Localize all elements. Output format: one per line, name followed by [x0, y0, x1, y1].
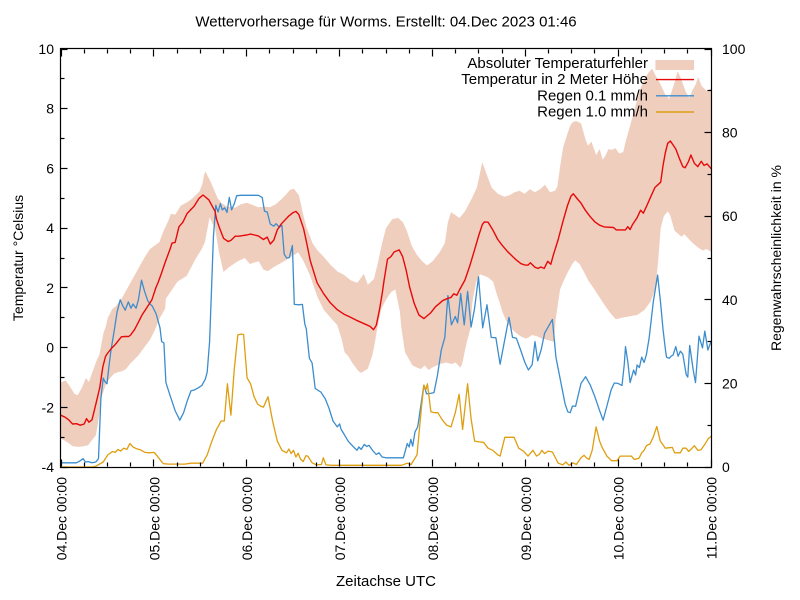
- svg-text:Wettervorhersage für Worms. Er: Wettervorhersage für Worms. Erstellt: 04…: [195, 14, 576, 31]
- svg-text:2: 2: [46, 280, 54, 296]
- svg-text:Regenwahrscheinlichkeit in %: Regenwahrscheinlichkeit in %: [768, 165, 784, 351]
- svg-text:07.Dec 00:00: 07.Dec 00:00: [332, 477, 348, 560]
- svg-text:Regen 0.1 mm/h: Regen 0.1 mm/h: [537, 87, 648, 104]
- svg-text:8: 8: [46, 101, 54, 117]
- svg-text:04.Dec 00:00: 04.Dec 00:00: [54, 477, 70, 560]
- svg-text:Regen 1.0 mm/h: Regen 1.0 mm/h: [537, 104, 648, 121]
- svg-text:10.Dec 00:00: 10.Dec 00:00: [611, 477, 627, 560]
- svg-text:60: 60: [722, 208, 738, 224]
- svg-text:0: 0: [722, 459, 730, 475]
- svg-text:80: 80: [722, 125, 738, 141]
- svg-text:0: 0: [46, 340, 54, 356]
- svg-text:11.Dec 00:00: 11.Dec 00:00: [704, 477, 720, 559]
- svg-text:09.Dec 00:00: 09.Dec 00:00: [518, 477, 534, 560]
- svg-text:Zeitachse UTC: Zeitachse UTC: [336, 573, 436, 590]
- svg-text:10: 10: [38, 41, 54, 57]
- svg-text:Temperatur °Celsius: Temperatur °Celsius: [10, 195, 26, 321]
- svg-text:-4: -4: [42, 459, 55, 475]
- svg-text:6: 6: [46, 160, 54, 176]
- svg-text:08.Dec 00:00: 08.Dec 00:00: [425, 477, 441, 560]
- svg-text:Absoluter Temperaturfehler: Absoluter Temperaturfehler: [467, 55, 648, 72]
- svg-text:05.Dec 00:00: 05.Dec 00:00: [146, 477, 162, 560]
- svg-text:Temperatur in 2 Meter Höhe: Temperatur in 2 Meter Höhe: [461, 71, 648, 88]
- svg-text:20: 20: [722, 375, 738, 391]
- svg-text:40: 40: [722, 292, 738, 308]
- svg-text:4: 4: [46, 220, 54, 236]
- svg-text:-2: -2: [42, 399, 55, 415]
- svg-text:06.Dec 00:00: 06.Dec 00:00: [239, 477, 255, 560]
- svg-text:100: 100: [722, 41, 746, 57]
